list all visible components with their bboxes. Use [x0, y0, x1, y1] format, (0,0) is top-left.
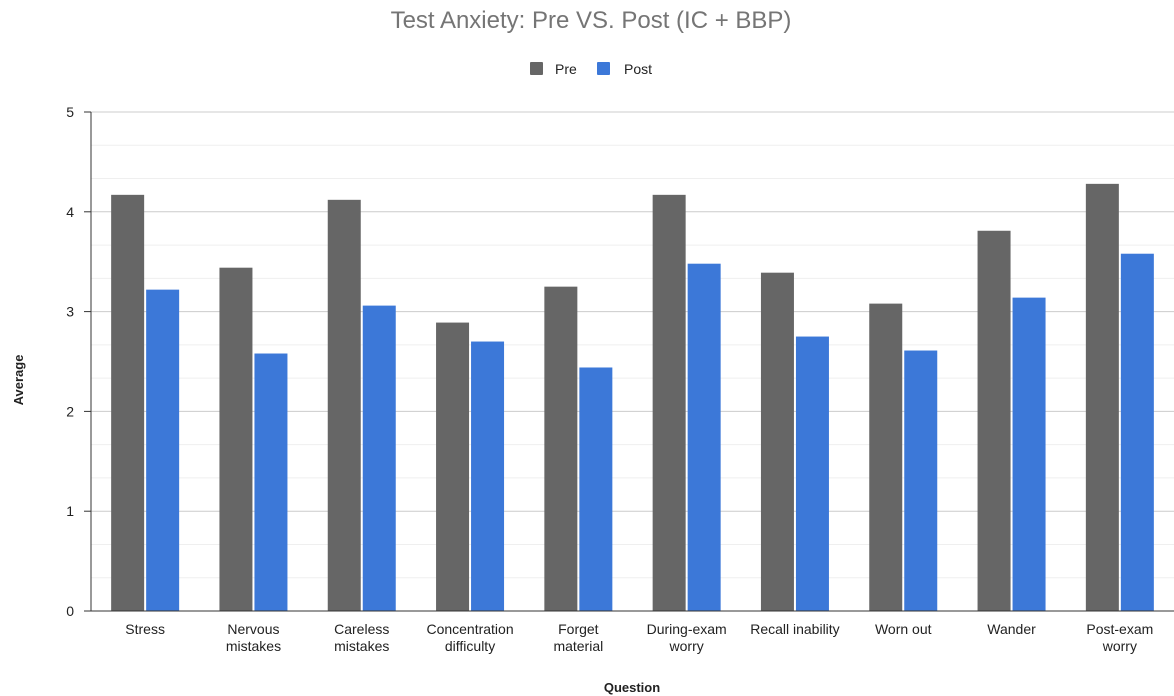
- x-tick-label: Forget material: [553, 621, 603, 654]
- bar-pre-6: [760, 272, 794, 611]
- x-tick-label: Concentration difficulty: [426, 621, 513, 654]
- y-tick-label: 5: [66, 104, 74, 120]
- legend: Pre Post: [530, 61, 652, 77]
- bar-post-0: [146, 289, 180, 611]
- legend-swatch-pre: [530, 62, 543, 75]
- bar-post-4: [579, 367, 613, 611]
- bar-post-9: [1120, 253, 1154, 611]
- bar-post-1: [254, 353, 288, 611]
- y-tick-labels: 0 1 2 3 4 5: [66, 104, 74, 619]
- legend-swatch-post: [597, 62, 610, 75]
- gridlines: [91, 111, 1174, 579]
- bar-pre-0: [111, 194, 145, 612]
- bar-pre-4: [544, 286, 578, 611]
- x-tick-label: Stress: [125, 621, 165, 637]
- bar-pre-2: [327, 199, 361, 611]
- y-tick-label: 2: [66, 403, 74, 419]
- y-axis-title: Average: [11, 355, 26, 406]
- bar-pre-8: [977, 230, 1011, 611]
- y-tick-label: 1: [66, 503, 74, 519]
- x-tick-label: Nervous mistakes: [226, 621, 281, 654]
- bar-pre-5: [652, 194, 686, 612]
- x-tick-label: During-exam worry: [647, 621, 727, 654]
- y-tick-label: 3: [66, 304, 74, 320]
- legend-label-pre: Pre: [555, 61, 577, 77]
- bar-post-3: [471, 341, 505, 611]
- x-tick-label: Worn out: [875, 621, 932, 637]
- y-tick-label: 0: [66, 603, 74, 619]
- bars: [111, 183, 1154, 612]
- bar-pre-1: [219, 267, 253, 611]
- x-tick-label: Post-exam worry: [1086, 621, 1153, 654]
- bar-pre-3: [436, 322, 470, 611]
- bar-post-7: [904, 350, 938, 611]
- bar-pre-9: [1085, 183, 1119, 611]
- axes: [84, 111, 1174, 612]
- legend-label-post: Post: [624, 61, 652, 77]
- y-tick-label: 4: [66, 204, 74, 220]
- bar-pre-7: [869, 303, 903, 611]
- bar-post-2: [362, 305, 396, 611]
- chart-title: Test Anxiety: Pre VS. Post (IC + BBP): [391, 7, 792, 34]
- x-tick-label: Wander: [987, 621, 1036, 637]
- bar-post-8: [1012, 297, 1046, 611]
- bar-post-5: [687, 263, 721, 611]
- x-tick-label: Recall inability: [750, 621, 839, 637]
- x-tick-labels: Stress Nervous mistakes Careless mistakes Con…: [125, 621, 1153, 654]
- bar-post-6: [795, 336, 829, 611]
- x-axis-title: Question: [604, 680, 660, 695]
- x-tick-label: Careless mistakes: [334, 621, 389, 654]
